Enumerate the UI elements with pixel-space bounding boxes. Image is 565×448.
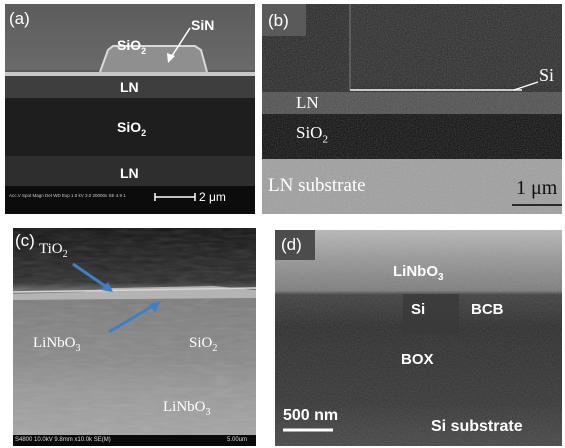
label-ln-bottom: LN: [120, 165, 139, 181]
label-sio2: SiO2: [189, 335, 218, 354]
label-si: Si: [539, 65, 555, 85]
panel-c-image: [13, 228, 256, 446]
label-si-substrate: Si substrate: [431, 418, 523, 435]
panel-d-image: [275, 230, 562, 446]
label-ln-top: LN: [120, 79, 139, 95]
sin-pointer-arrow: [169, 27, 191, 60]
label-sio2: SiO2: [296, 123, 328, 146]
panel-b-label: (b): [268, 11, 289, 30]
panel-a: (a) SiN SiO2 LN SiO2 LN Acc.V Spot Magn …: [5, 4, 255, 214]
si-pointer-arrow: [513, 81, 539, 91]
linbo3-pointer-arrow: [108, 302, 157, 334]
panel-d-scale-label: 500 nm: [283, 407, 339, 424]
panel-d: (d) LiNbO3 Si BCB BOX 500 nm Si substrat…: [275, 230, 562, 446]
label-ln-substrate: LN substrate: [268, 175, 366, 196]
label-bcb: BCB: [471, 301, 504, 318]
panel-c: (c) TiO2 LiNbO3 SiO2 LiNbO3 S4800 10.0kV…: [13, 228, 256, 446]
panel-b-image: [262, 4, 562, 214]
label-box: BOX: [401, 351, 434, 368]
label-linbo3-bottom: LiNbO3: [163, 399, 211, 418]
panel-a-scale-label: 2 μm: [199, 190, 226, 204]
panel-c-label: (c): [15, 231, 35, 250]
label-tio2: TiO2: [39, 241, 68, 260]
label-ln: LN: [296, 93, 319, 112]
panel-b-scale-label: 1 μm: [516, 177, 558, 199]
label-linbo3: LiNbO3: [393, 263, 444, 283]
label-sio2-mid: SiO2: [117, 119, 147, 138]
panel-a-databar: Acc.V Spot Magn Det WD Exp 1.0 kV 3.0 20…: [9, 193, 126, 198]
panel-a-image: [5, 4, 255, 214]
panel-d-label: (d): [281, 235, 302, 254]
panel-a-label: (a): [9, 9, 30, 28]
label-sin: SiN: [191, 17, 215, 33]
panel-b: (b) Si LN SiO2 LN substrate 1 μm: [262, 4, 562, 214]
panel-c-scale-label: 5.00um: [227, 437, 248, 443]
tio2-pointer-arrow: [72, 262, 109, 290]
panel-c-databar: S4800 10.0kV 9.8mm x10.0k SE(M): [15, 437, 111, 443]
label-linbo3-top: LiNbO3: [33, 335, 81, 354]
label-si: Si: [411, 301, 426, 318]
label-sio2-ridge: SiO2: [117, 37, 147, 56]
